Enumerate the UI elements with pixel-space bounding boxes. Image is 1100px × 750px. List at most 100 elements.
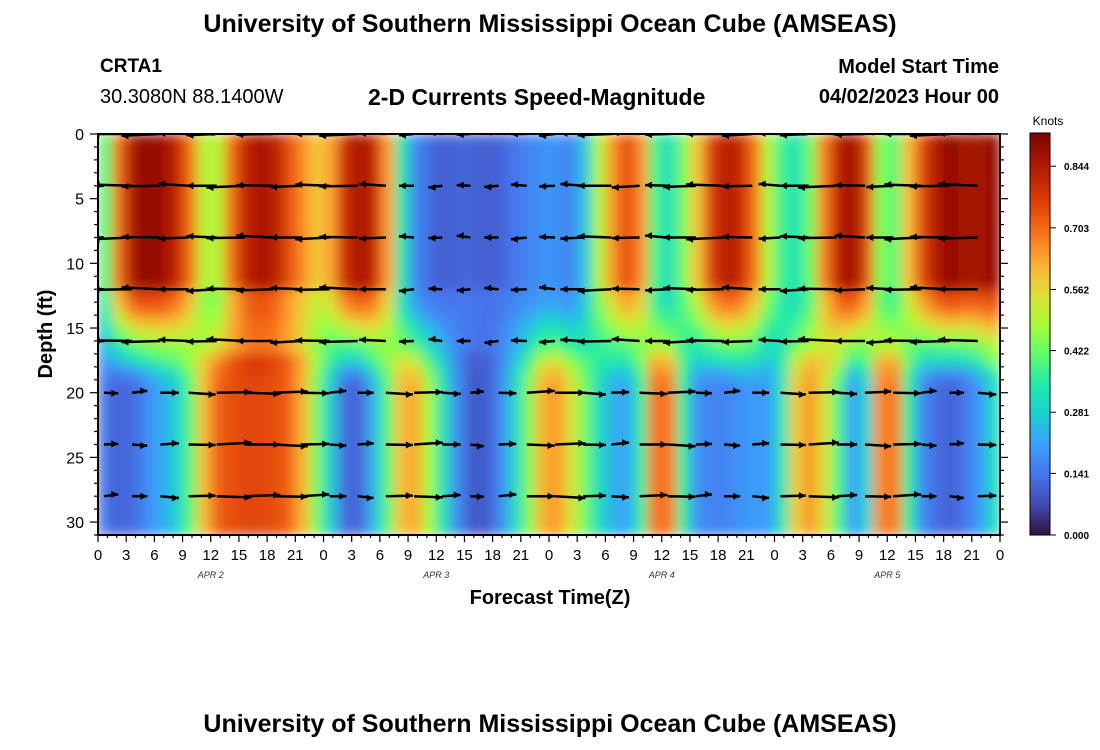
heatmap-cell: [436, 302, 452, 317]
heatmap-cell: [591, 509, 607, 524]
heatmap-cell: [675, 134, 691, 148]
heatmap-cell: [929, 146, 945, 161]
heatmap-cell: [816, 134, 832, 148]
current-arrow-head: [866, 183, 874, 191]
heatmap-cell: [520, 134, 536, 148]
heatmap-cell: [563, 392, 579, 407]
heatmap-cell: [210, 392, 226, 407]
heatmap-cell: [534, 185, 550, 200]
heatmap-cell: [422, 263, 438, 278]
heatmap-cell: [605, 470, 621, 485]
heatmap-cell: [591, 198, 607, 213]
heatmap-cell: [351, 353, 367, 368]
heatmap-cell: [450, 302, 466, 317]
heatmap-cell: [126, 431, 142, 446]
heatmap-cell: [168, 185, 184, 200]
x-tick-label: 6: [376, 547, 384, 564]
current-arrow-head: [884, 286, 892, 294]
heatmap-cell: [901, 172, 917, 187]
current-arrow-head: [270, 339, 278, 347]
heatmap-cell: [309, 353, 325, 368]
current-arrow-head: [186, 134, 194, 139]
current-arrow-head: [834, 181, 842, 189]
heatmap-cell: [577, 444, 593, 459]
heatmap-cell: [379, 483, 395, 498]
heatmap-cell: [929, 302, 945, 317]
heatmap-cell: [633, 250, 649, 265]
heatmap-cell: [408, 392, 424, 407]
current-arrow-head: [721, 182, 729, 190]
colorbar-tick-label: 0.703: [1064, 224, 1089, 235]
heatmap-cell: [985, 431, 1000, 446]
heatmap-cell: [957, 185, 973, 200]
heatmap-cell: [154, 470, 170, 485]
heatmap-cell: [450, 509, 466, 524]
heatmap-cell: [760, 353, 776, 368]
current-arrow-head: [662, 284, 670, 292]
heatmap-cell: [98, 340, 114, 355]
heatmap-cell: [689, 146, 706, 161]
heatmap-cell: [633, 315, 649, 330]
heatmap-cell: [605, 431, 621, 446]
heatmap-cell: [760, 392, 776, 407]
heatmap-cell: [422, 509, 438, 524]
heatmap-cell: [957, 470, 973, 485]
heatmap-cell: [492, 353, 508, 368]
current-arrow-head: [398, 338, 406, 346]
heatmap-cell: [887, 315, 903, 330]
heatmap-cell: [196, 263, 212, 278]
x-tick-label: 3: [573, 547, 581, 564]
heatmap-cell: [408, 315, 424, 330]
heatmap-cell: [873, 263, 889, 278]
heatmap-cell: [689, 353, 706, 368]
current-arrow-head: [938, 336, 946, 344]
heatmap-cell: [859, 470, 875, 485]
heatmap-cell: [337, 302, 353, 317]
heatmap-cell: [210, 224, 226, 239]
heatmap-cell: [393, 276, 410, 291]
heatmap-cell: [859, 457, 875, 472]
heatmap-cell: [661, 418, 677, 433]
heatmap-cell: [196, 146, 212, 161]
current-arrow-head: [929, 492, 937, 500]
heatmap-cell: [675, 496, 691, 511]
heatmap-cell: [647, 198, 663, 213]
heatmap-cell: [520, 522, 536, 535]
heatmap-cell: [267, 496, 283, 511]
heatmap-cell: [647, 340, 663, 355]
heatmap-cell: [746, 289, 762, 304]
heatmap-cell: [549, 198, 565, 213]
heatmap-cell: [295, 211, 311, 226]
heatmap-cell: [422, 134, 438, 148]
heatmap-cell: [563, 263, 579, 278]
heatmap-cell: [816, 211, 832, 226]
heatmap-cell: [915, 159, 931, 174]
heatmap-cell: [168, 250, 184, 265]
heatmap-cell: [971, 328, 987, 342]
current-arrow-head: [358, 336, 366, 344]
current-arrow-head: [733, 492, 741, 500]
heatmap-cell: [844, 263, 861, 278]
heatmap-cell: [323, 198, 339, 213]
current-arrow-head: [645, 181, 652, 189]
heatmap-cell: [816, 366, 832, 381]
heatmap-cell: [520, 353, 536, 368]
heatmap-cell: [718, 185, 734, 200]
heatmap-cell: [379, 496, 395, 511]
heatmap-cell: [450, 522, 466, 535]
heatmap-cell: [929, 289, 945, 304]
heatmap-cell: [957, 392, 973, 407]
heatmap-cell: [816, 224, 832, 239]
x-tick-label: 12: [428, 547, 445, 564]
heatmap-cell: [281, 457, 297, 472]
heatmap-cell: [140, 159, 156, 174]
heatmap-cell: [549, 496, 565, 511]
heatmap-cell: [859, 353, 875, 368]
x-tick-label: 15: [907, 547, 924, 564]
heatmap-cell: [98, 185, 114, 200]
heatmap-cell: [830, 172, 846, 187]
heatmap-cell: [196, 340, 212, 355]
heatmap-cell: [393, 483, 410, 498]
heatmap-cell: [323, 250, 339, 265]
heatmap-cell: [140, 509, 156, 524]
